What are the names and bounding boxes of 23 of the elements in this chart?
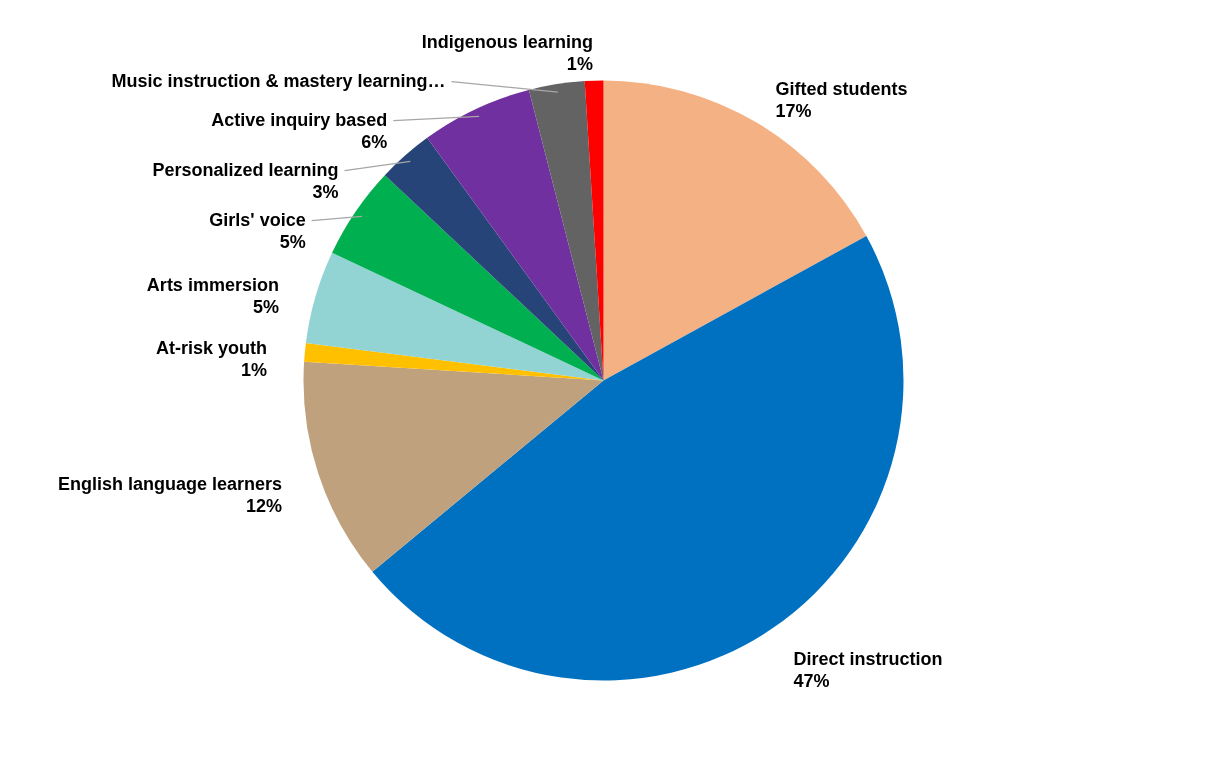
data-label: 5% <box>279 231 306 252</box>
slice-label: At-risk youth <box>155 337 267 358</box>
pie-slice <box>584 80 604 381</box>
data-label: 12% <box>246 495 283 516</box>
slice-label: Arts immersion <box>146 275 279 296</box>
data-label: 1% <box>566 53 593 74</box>
data-label: 17% <box>775 100 812 121</box>
slice-label: English language learners <box>57 473 283 494</box>
slice-label: Direct instruction <box>793 649 943 670</box>
slice-label: Personalized learning <box>152 159 339 180</box>
data-label: 5% <box>252 297 279 318</box>
data-label: 3% <box>312 181 339 202</box>
slice-label: Gifted students <box>775 78 908 99</box>
pie-slice <box>304 361 604 572</box>
slice-label: Active inquiry based <box>211 109 388 130</box>
slice-label: Girls' voice <box>209 209 306 230</box>
pie-slice <box>305 252 604 381</box>
slice-label: Music instruction & mastery learning… <box>111 70 446 91</box>
data-label: 1% <box>240 359 267 380</box>
slice-label: Indigenous learning <box>421 31 593 52</box>
pie-slice <box>427 89 604 381</box>
data-label: 47% <box>793 671 830 692</box>
data-label: 6% <box>361 131 388 152</box>
